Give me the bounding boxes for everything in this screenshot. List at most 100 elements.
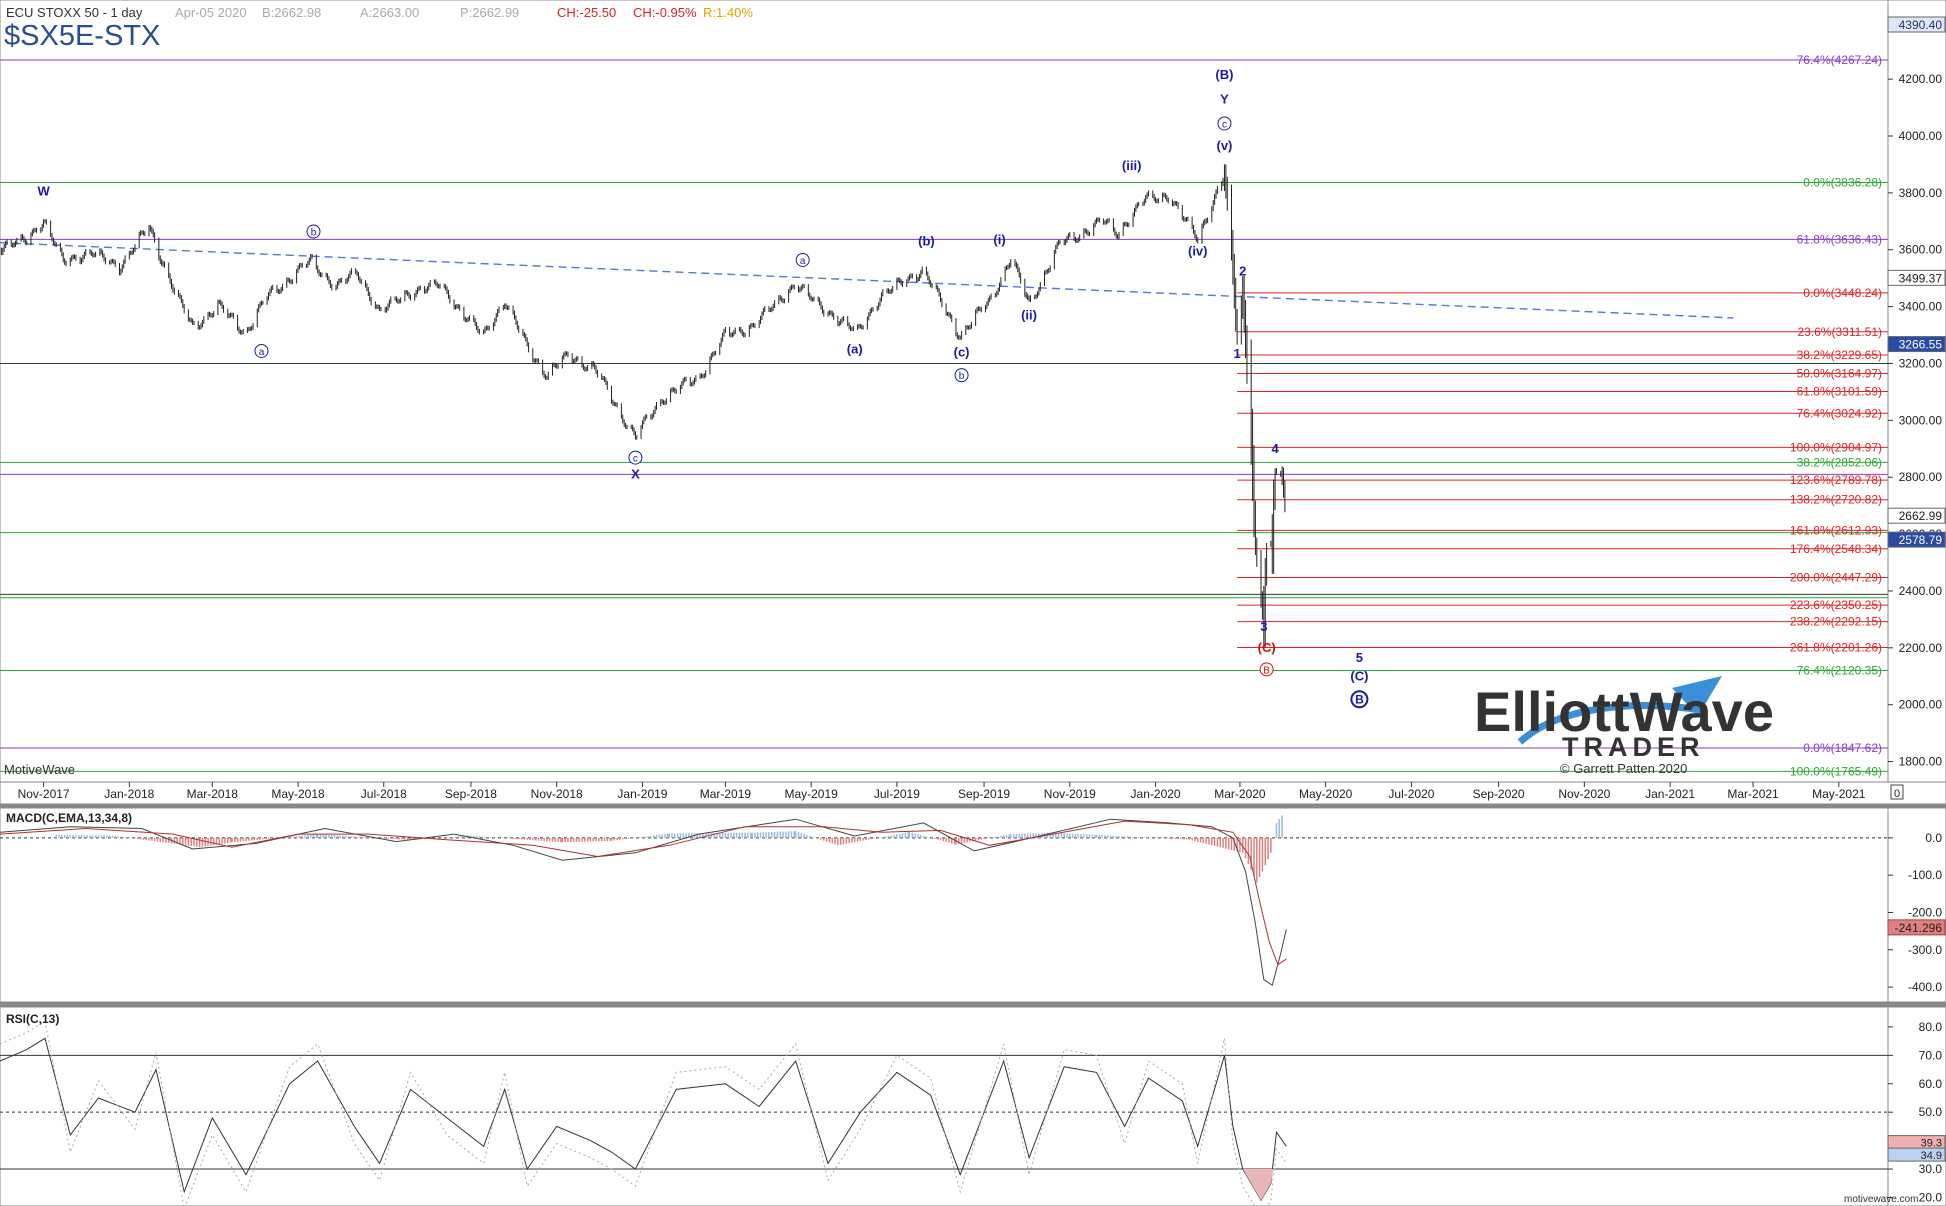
wave-label-circle xyxy=(1217,116,1232,131)
wave-label-circle xyxy=(628,450,643,465)
panel-divider[interactable] xyxy=(0,804,1946,808)
panel-divider[interactable] xyxy=(0,1002,1946,1007)
price-tick-label: 3000.00 xyxy=(1899,413,1943,427)
fib-label: 50.0%(3164.97) xyxy=(1797,366,1882,380)
fib-label: 23.6%(3311.51) xyxy=(1797,325,1882,339)
time-tick-label: Jan-2021 xyxy=(1645,787,1695,801)
price-tick-label: 2400.00 xyxy=(1899,584,1943,598)
macd-title: MACD(C,EMA,13,34,8) xyxy=(6,811,132,825)
wave-label: a xyxy=(800,256,806,267)
rsi-oversold-fill xyxy=(1242,1169,1274,1201)
macd-line xyxy=(0,818,1287,986)
rsi-tick-label: 60.0 xyxy=(1919,1077,1943,1091)
macd-tick-label: -300.0 xyxy=(1908,943,1942,957)
time-tick-label: Jan-2019 xyxy=(617,787,667,801)
fib-label: 100.0%(2904.97) xyxy=(1790,440,1882,454)
rsi-panel[interactable] xyxy=(0,1006,1946,1206)
time-axis-end-label: 0 xyxy=(1894,788,1900,800)
time-tick-label: Mar-2020 xyxy=(1214,787,1266,801)
wave-label-circle xyxy=(254,343,269,358)
fib-label: 161.8%(2612.93) xyxy=(1790,523,1882,537)
fib-label: 0.0%(3836.28) xyxy=(1803,176,1882,190)
quote-range: R:1.40% xyxy=(703,5,753,20)
wave-label: (iii) xyxy=(1122,158,1142,173)
time-tick-label: Jul-2019 xyxy=(874,787,920,801)
wave-label: (b) xyxy=(918,233,935,248)
wave-label: 2 xyxy=(1239,263,1246,278)
symbol-title: $SX5E-STX xyxy=(4,20,160,52)
time-tick-label: May-2021 xyxy=(1812,787,1866,801)
quote-change-pct: CH:-0.95% xyxy=(633,5,697,20)
wave-label: B xyxy=(1355,692,1364,706)
price-tick-label: 3400.00 xyxy=(1899,300,1943,314)
wave-label-circle xyxy=(954,368,969,383)
fib-label: 61.8%(3101.59) xyxy=(1797,384,1882,398)
fib-label: 100.0%(1765.49) xyxy=(1790,764,1882,778)
wave-label: W xyxy=(37,184,50,199)
macd-panel[interactable] xyxy=(0,807,1946,1003)
price-badge xyxy=(1887,336,1946,353)
fib-label: 176.4%(2548.34) xyxy=(1790,542,1882,556)
wave-label: (c) xyxy=(954,344,970,359)
time-tick-label: Mar-2021 xyxy=(1727,787,1779,801)
fib-label: 200.0%(2447.29) xyxy=(1790,571,1882,585)
macd-badge-label: -241.296 xyxy=(1895,921,1943,935)
wave-label-circle xyxy=(795,252,810,267)
wave-label: (v) xyxy=(1217,138,1233,153)
wave-label: (C) xyxy=(1258,640,1276,655)
time-tick-label: Jan-2020 xyxy=(1131,787,1181,801)
price-axis-ticks: 1800.002000.002200.002400.002600.002800.… xyxy=(1887,16,1946,769)
fib-label: 38.2%(2852.06) xyxy=(1797,455,1882,469)
elliottwave-trader-logo: ElliottWave TRADER xyxy=(1474,676,1774,762)
time-tick-label: Sep-2018 xyxy=(445,787,497,801)
motivewave-brand: MotiveWave xyxy=(4,762,75,777)
wave-label: c xyxy=(1222,119,1227,130)
wave-label: (B) xyxy=(1215,67,1233,82)
wave-label: (a) xyxy=(847,342,863,357)
wave-label: b xyxy=(959,371,965,382)
wave-labels: WabcXa(a)(b)(c)b(i)(ii)(iii)(iv)(v)cY(B)… xyxy=(37,67,1368,709)
price-badge xyxy=(1887,16,1946,33)
fib-label: 76.4%(2120.35) xyxy=(1797,663,1882,677)
rsi-tick-label: 20.0 xyxy=(1919,1190,1943,1204)
time-tick-label: Jan-2018 xyxy=(104,787,154,801)
fib-label: 261.8%(2201.26) xyxy=(1790,640,1882,654)
wave-label: Y xyxy=(1220,91,1229,106)
macd-signal-line xyxy=(0,820,1287,966)
time-tick-label: Nov-2019 xyxy=(1044,787,1096,801)
price-tick-label: 3800.00 xyxy=(1899,186,1943,200)
fib-label: 0.0%(1847.62) xyxy=(1803,741,1882,755)
time-tick-label: Mar-2018 xyxy=(187,787,239,801)
quote-change: CH:-25.50 xyxy=(557,5,616,20)
quote-price: P:2662.99 xyxy=(460,5,519,20)
logo-word-1: ElliottWave xyxy=(1474,680,1774,743)
wave-label: b xyxy=(311,228,317,239)
time-tick-label: Mar-2019 xyxy=(700,787,752,801)
fib-label: 0.0%(3448.24) xyxy=(1803,286,1882,300)
price-axis-area[interactable] xyxy=(1887,0,1946,783)
quote-ask: A:2663.00 xyxy=(360,5,419,20)
price-tick-label: 2000.00 xyxy=(1899,698,1943,712)
rsi-tick-label: 30.0 xyxy=(1919,1162,1943,1176)
price-badge-label: 4390.40 xyxy=(1899,18,1943,32)
quote-date: Apr-05 2020 xyxy=(175,5,247,20)
logo-word-2: TRADER xyxy=(1562,732,1705,762)
time-tick-label: Nov-2018 xyxy=(531,787,583,801)
trendline xyxy=(0,241,1734,319)
macd-tick-label: -400.0 xyxy=(1908,980,1942,994)
fib-label: 76.4%(4267.24) xyxy=(1797,53,1882,67)
fib-label: 123.6%(2789.78) xyxy=(1790,473,1882,487)
price-tick-label: 2200.00 xyxy=(1899,641,1943,655)
instrument-name: ECU STOXX 50 - 1 day xyxy=(6,5,143,20)
wave-label: 1 xyxy=(1233,346,1240,361)
time-tick-label: Nov-2020 xyxy=(1558,787,1610,801)
wave-label: (C) xyxy=(1350,669,1368,684)
rsi-band-line xyxy=(0,1020,1287,1206)
macd-tick-label: -200.0 xyxy=(1908,905,1942,919)
time-axis-end-box xyxy=(1890,784,1904,800)
price-badge-label: 3266.55 xyxy=(1899,338,1943,352)
fib-levels: 76.4%(4267.24) 0.0%(3836.28) 61.8%(3636.43… xyxy=(0,53,1888,778)
price-tick-label: 4200.00 xyxy=(1899,72,1943,86)
wave-label: X xyxy=(631,467,640,482)
